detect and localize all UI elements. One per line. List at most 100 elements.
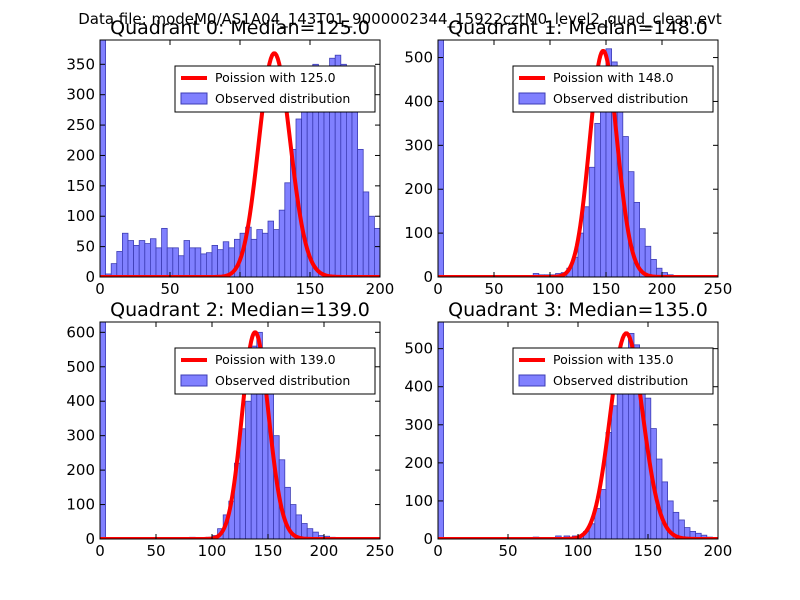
legend-box — [512, 65, 714, 113]
histogram-bar — [357, 148, 364, 277]
histogram-bar — [149, 238, 157, 277]
histogram-bar — [368, 215, 375, 277]
panel-title: Quadrant 0: Median=125.0 — [110, 17, 370, 39]
legend-box — [174, 347, 376, 395]
x-tick-label: 150 — [254, 542, 283, 560]
histogram-bar — [127, 240, 134, 277]
x-tick-label: 50 — [146, 542, 165, 560]
y-tick-label: 300 — [404, 136, 433, 154]
legend-label-observed: Observed distribution — [215, 373, 350, 388]
legend-label-poisson: Poission with 148.0 — [553, 70, 674, 85]
histogram-bar — [267, 220, 274, 277]
y-tick-label: 200 — [404, 180, 433, 198]
histogram-bar — [628, 171, 635, 277]
y-tick-label: 500 — [404, 49, 433, 67]
y-tick-label: 100 — [66, 207, 95, 225]
x-tick-label: 0 — [433, 280, 443, 298]
legend-swatch-observed — [180, 374, 208, 387]
axes-frame — [437, 39, 719, 278]
panel-quadrant-3: Quadrant 3: Median=135.0 0 50 100 150 200 0 100… — [404, 299, 732, 560]
histogram-bar — [611, 405, 618, 539]
y-tick-label: 400 — [404, 92, 433, 110]
y-tick-label: 600 — [66, 323, 95, 341]
histogram-bar — [200, 253, 207, 277]
histogram-bar — [205, 252, 213, 277]
histogram-bar — [588, 166, 596, 277]
x-tick-label: 0 — [95, 280, 105, 298]
y-tick-label: 500 — [404, 340, 433, 358]
axes-frame — [99, 321, 381, 540]
y-tick-label: 200 — [404, 454, 433, 472]
y-tick-label: 300 — [66, 427, 95, 445]
histogram-bar — [594, 122, 601, 277]
x-tick-label: 200 — [648, 280, 677, 298]
x-tick-label: 50 — [498, 542, 517, 560]
histogram-bar — [438, 322, 444, 539]
x-tick-label: 250 — [704, 280, 733, 298]
y-tick-label: 400 — [404, 378, 433, 396]
y-tick-label: 250 — [66, 116, 95, 134]
legend-box — [174, 65, 376, 113]
x-tick-label: 0 — [95, 542, 105, 560]
histogram-bar — [239, 428, 246, 539]
y-tick-label: 0 — [85, 268, 95, 286]
x-tick-label: 200 — [366, 280, 395, 298]
histogram-bar — [110, 263, 118, 277]
legend-swatch-observed — [518, 374, 546, 387]
histogram-bar — [189, 247, 196, 277]
histogram-bar — [172, 247, 179, 277]
legend-label-observed: Observed distribution — [215, 91, 350, 106]
histogram-bar — [245, 400, 252, 539]
histogram-bar — [256, 229, 263, 277]
panel-quadrant-2: Quadrant 2: Median=139.0 0 50 100 150 200 250 0… — [66, 299, 394, 560]
x-tick-label: 50 — [484, 280, 503, 298]
y-tick-label: 300 — [404, 416, 433, 434]
histogram-bar — [362, 191, 370, 277]
histogram-bar — [177, 255, 185, 277]
histogram-bar — [217, 249, 224, 277]
y-tick-label: 0 — [423, 268, 433, 286]
histogram-bar — [261, 232, 269, 277]
legend-label-observed: Observed distribution — [553, 91, 688, 106]
y-tick-label: 50 — [76, 238, 95, 256]
y-tick-label: 500 — [66, 358, 95, 376]
histogram-bar — [138, 240, 146, 277]
panels: Quadrant 0: Median=125.0 0 50 100 150 200 0 50 1… — [66, 17, 732, 560]
panel-quadrant-1: Quadrant 1: Median=148.0 0 50 100 150 200 250 0… — [404, 17, 732, 298]
histogram-bar — [438, 40, 444, 277]
histogram-bar — [194, 247, 202, 277]
x-tick-label: 200 — [704, 542, 733, 560]
legend-label-poisson: Poission with 135.0 — [553, 352, 674, 367]
figure-suptitle: Data file: modeM0/AS1A04_143T01_90000023… — [78, 10, 722, 29]
histogram-bar — [583, 206, 590, 277]
panel-quadrant-0: Quadrant 0: Median=125.0 0 50 100 150 200 0 50 1… — [66, 17, 395, 298]
histogram-bars — [100, 40, 380, 277]
panel-title: Quadrant 2: Median=139.0 — [110, 299, 370, 321]
x-tick-label: 0 — [433, 542, 443, 560]
legend-label-observed: Observed distribution — [553, 373, 688, 388]
y-tick-label: 0 — [423, 530, 433, 548]
histogram-bar — [278, 209, 286, 277]
x-tick-label: 100 — [564, 542, 593, 560]
panel-title: Quadrant 1: Median=148.0 — [448, 17, 708, 39]
histogram-bar — [183, 240, 190, 277]
y-tick-label: 300 — [66, 86, 95, 104]
poisson-curve — [100, 330, 380, 539]
x-tick-label: 100 — [536, 280, 565, 298]
histogram-bar — [100, 322, 106, 539]
histogram-bar — [122, 232, 129, 277]
legend-swatch-observed — [180, 92, 208, 105]
panel-title: Quadrant 3: Median=135.0 — [448, 299, 708, 321]
histogram-bar — [284, 182, 291, 277]
legend: Poission with 135.0 Observed distribution — [512, 347, 714, 395]
y-tick-label: 200 — [66, 146, 95, 164]
legend-label-poisson: Poission with 139.0 — [215, 352, 336, 367]
histogram-bar — [373, 227, 380, 277]
x-tick-label: 150 — [634, 542, 663, 560]
histogram-bar — [222, 241, 230, 277]
legend-label-poisson: Poission with 125.0 — [215, 70, 336, 85]
histogram-bar — [100, 40, 106, 277]
x-tick-label: 100 — [226, 280, 255, 298]
histogram-bar — [351, 103, 358, 277]
